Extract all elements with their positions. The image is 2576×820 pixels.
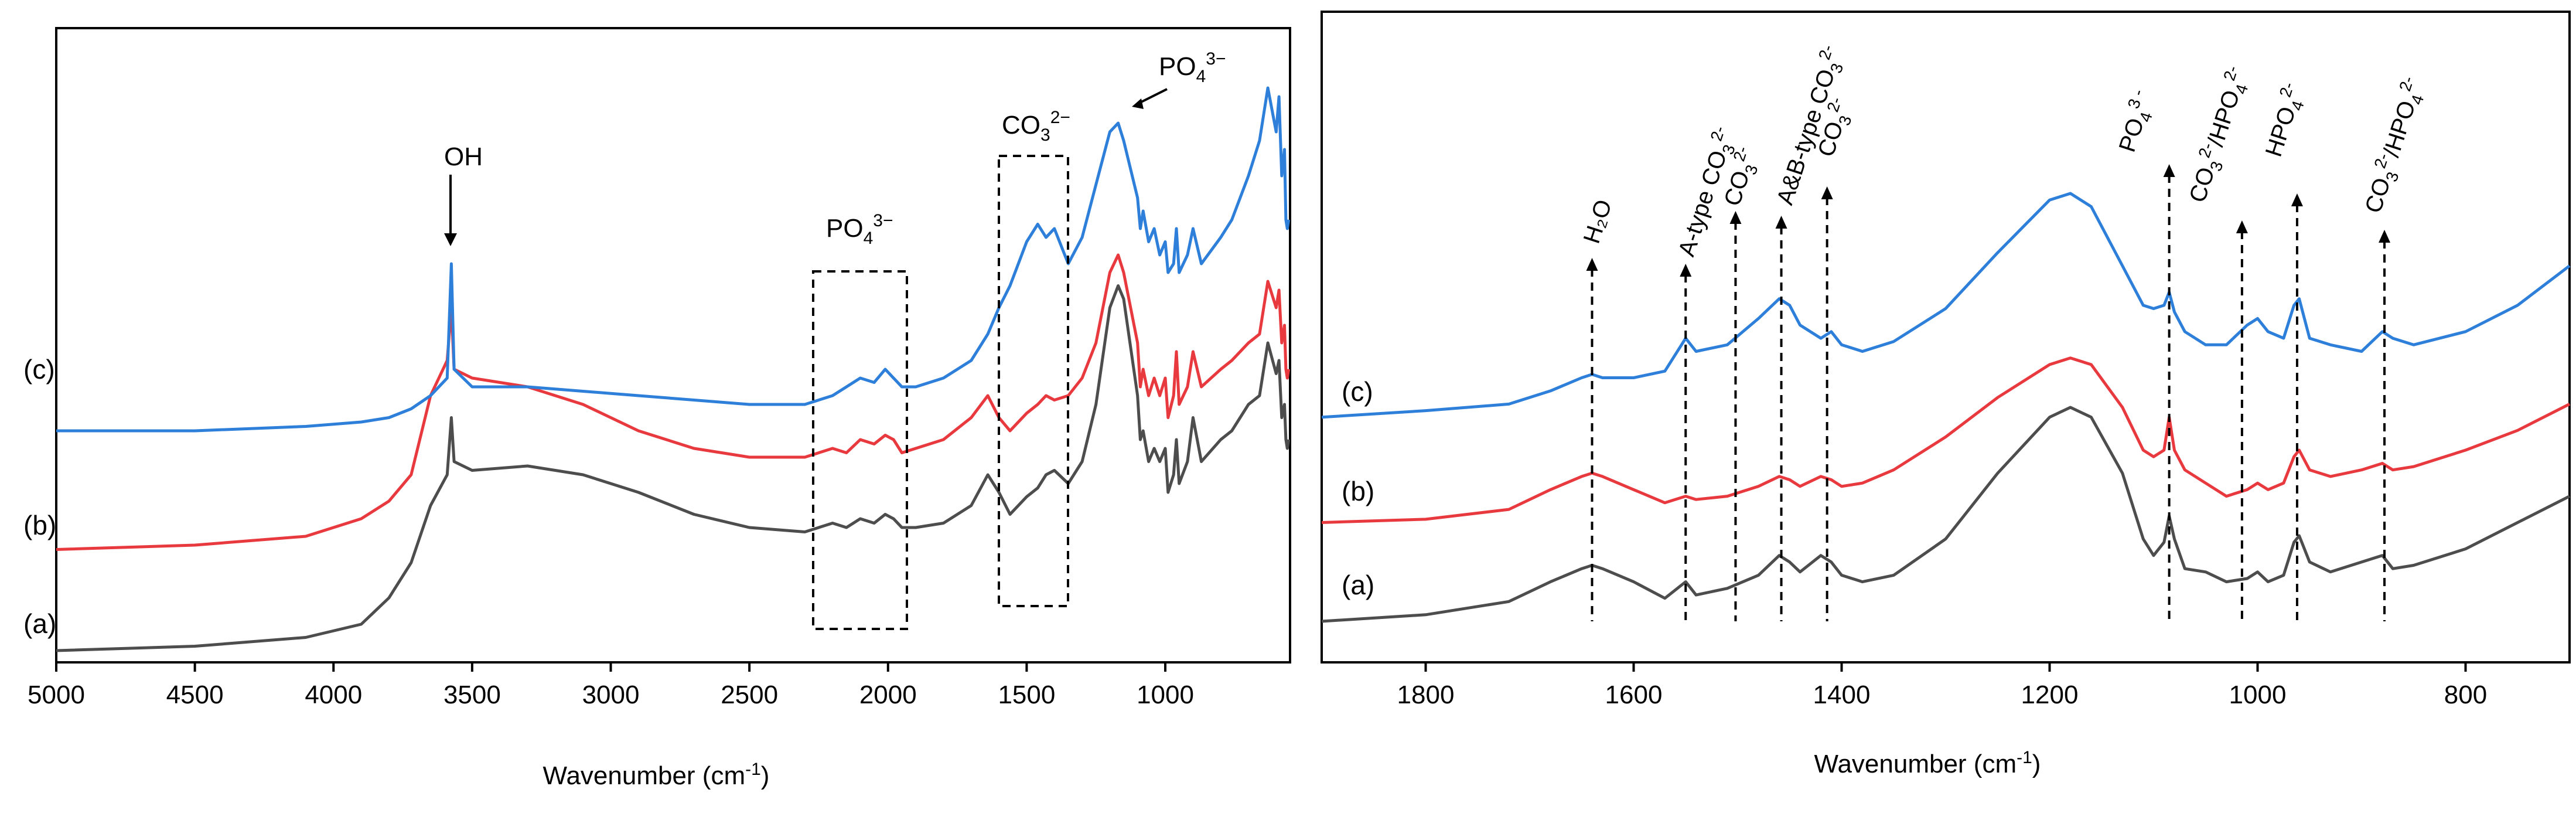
right-arrow-head-po4 xyxy=(2163,164,2175,177)
left-po4-top-arrow-head xyxy=(1132,98,1144,109)
right-x-tick-label-1400: 1400 xyxy=(1813,681,1871,709)
right-series-a xyxy=(1321,406,2571,623)
right-series-group xyxy=(1321,192,2571,623)
left-po4-mid-label: PO43− xyxy=(826,211,893,248)
left-curve-label-c: (c) xyxy=(23,354,55,385)
right-x-axis-label: Wavenumber (cm-1) xyxy=(1814,748,2041,778)
right-arrow-head-a-type-co3 xyxy=(1680,264,1692,277)
left-curve-label-b: (b) xyxy=(23,510,56,540)
left-co3-label: CO32− xyxy=(1002,108,1070,145)
left-x-tick-label-5000: 5000 xyxy=(28,681,85,709)
right-arrow-head-co3-hpo4-2 xyxy=(2379,230,2391,243)
left-x-ticks: 5000 4500 4000 3500 3000 2500 2000 1500 1000 xyxy=(28,662,1194,709)
left-co3-dashed-box xyxy=(998,155,1069,607)
left-oh-arrow-head xyxy=(444,233,457,246)
right-arrow-head-co3-1600 xyxy=(1729,211,1742,224)
right-h2o-label: H₂O xyxy=(1579,196,1617,246)
left-x-tick-label-1000: 1000 xyxy=(1137,681,1194,709)
right-x-tick-label-1000: 1000 xyxy=(2229,681,2287,709)
left-chart: 5000 4500 4000 3500 3000 2500 2000 1500 1000 (a)… xyxy=(23,27,1291,790)
right-curve-label-a: (a) xyxy=(1342,570,1374,600)
left-x-tick-label-4500: 4500 xyxy=(166,681,224,709)
left-oh-label: OH xyxy=(444,142,483,171)
right-chart: 1800 1600 1400 1200 1000 800 (a) (b) (c) H₂O … xyxy=(1321,11,2571,778)
right-arrow-head-co3-hpo4-1 xyxy=(2236,220,2248,233)
right-x-tick-label-1600: 1600 xyxy=(1605,681,1663,709)
right-co3-hpo4-label-2: CO32-/HPO42- xyxy=(2357,74,2432,217)
right-dashed-arrows xyxy=(1586,164,2391,621)
right-co3-hpo4-label-1: CO32-/HPO42- xyxy=(2181,63,2256,207)
left-po4-dashed-box xyxy=(812,270,908,630)
right-x-tick-label-1200: 1200 xyxy=(2021,681,2079,709)
right-series-b xyxy=(1321,356,2571,524)
right-arrow-head-hpo4 xyxy=(2291,193,2303,206)
right-series-c xyxy=(1321,192,2571,419)
left-x-tick-label-1500: 1500 xyxy=(998,681,1055,709)
right-x-tick-label-800: 800 xyxy=(2444,681,2487,709)
right-arrow-head-h2o xyxy=(1586,258,1598,271)
left-x-axis-label: Wavenumber (cm-1) xyxy=(543,760,770,790)
left-x-tick-label-4000: 4000 xyxy=(305,681,362,709)
left-series-c xyxy=(56,86,1291,433)
left-series-a xyxy=(56,284,1291,652)
right-curve-label-b: (b) xyxy=(1342,476,1374,506)
left-x-tick-label-3500: 3500 xyxy=(443,681,501,709)
left-x-tick-label-2500: 2500 xyxy=(721,681,778,709)
left-po4-top-label: PO43− xyxy=(1159,49,1226,86)
left-series-group xyxy=(56,86,1291,652)
right-plot-frame xyxy=(1321,11,2571,664)
left-plot-frame xyxy=(55,27,1291,664)
right-po4-label: PO43 - xyxy=(2111,87,2162,156)
left-x-tick-label-3000: 3000 xyxy=(582,681,640,709)
right-curve-label-c: (c) xyxy=(1342,376,1373,407)
right-x-ticks: 1800 1600 1400 1200 1000 800 xyxy=(1397,662,2487,709)
right-x-tick-label-1800: 1800 xyxy=(1397,681,1455,709)
right-arrow-head-ab-type-co3 xyxy=(1775,216,1787,229)
right-arrow-head-co3-1410 xyxy=(1821,186,1833,199)
left-curve-label-a: (a) xyxy=(23,608,56,639)
right-hpo4-label: HPO42- xyxy=(2257,80,2312,161)
left-x-tick-label-2000: 2000 xyxy=(859,681,917,709)
